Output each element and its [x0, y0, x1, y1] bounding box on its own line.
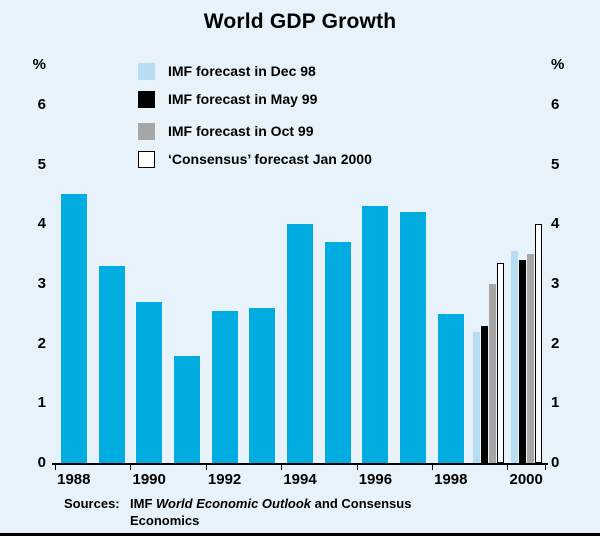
y-axis-unit-right: % — [551, 56, 565, 73]
source-text-italic: World Economic Outlook — [156, 496, 312, 511]
x-tick-label: 1996 — [358, 471, 393, 488]
y-axis-unit-left: % — [32, 56, 46, 73]
gdp-bar-1998 — [437, 313, 464, 463]
forecast-bar-1999-series-1 — [481, 325, 488, 463]
legend-swatch — [138, 150, 155, 168]
x-tick-label: 1992 — [207, 471, 242, 488]
legend-item: IMF forecast in May 99 — [138, 90, 372, 108]
x-axis-tick — [130, 465, 132, 470]
gdp-bar-1988 — [60, 194, 87, 463]
gdp-bar-1995 — [324, 242, 351, 463]
source-note: Sources: IMF World Economic Outlook and … — [64, 495, 411, 529]
gdp-bar-1991 — [173, 355, 200, 463]
y-tick-label: 6 — [551, 95, 560, 113]
x-axis-tick — [55, 465, 56, 470]
source-text: IMF World Economic Outlook and Consensus… — [130, 495, 411, 529]
gdp-bar-1997 — [400, 212, 427, 463]
y-tick-label: 0 — [37, 454, 46, 471]
legend-item: IMF forecast in Oct 99 — [138, 122, 372, 140]
gdp-bar-1989 — [98, 266, 125, 463]
forecast-bar-2000-series-0 — [510, 251, 518, 463]
gdp-bar-1992 — [211, 310, 238, 463]
x-axis-tick — [507, 465, 509, 470]
forecast-bar-2000-series-3 — [534, 224, 542, 463]
chart-title: World GDP Growth — [203, 10, 397, 33]
forecast-bar-1999-series-2 — [489, 283, 496, 463]
y-axis-right: 0 1 2 3 4 5 6 — [551, 0, 591, 536]
gdp-bar-1993 — [249, 307, 276, 463]
y-axis-left: 0 1 2 3 4 5 6 — [0, 0, 46, 536]
x-axis-tick — [205, 465, 207, 470]
legend-label: ‘Consensus’ forecast Jan 2000 — [168, 151, 372, 167]
x-tick-label: 1994 — [283, 471, 317, 488]
source-text-line2: Economics — [130, 513, 200, 528]
x-tick-label: 1990 — [132, 471, 166, 488]
y-tick-label: 0 — [551, 454, 560, 471]
legend-label: IMF forecast in Dec 98 — [168, 63, 316, 79]
forecast-bar-2000-series-1 — [518, 260, 526, 463]
legend-swatch — [138, 62, 155, 80]
x-axis-tick — [545, 465, 546, 470]
plot-area — [55, 69, 545, 463]
y-tick-label: 3 — [551, 274, 560, 292]
y-tick-label: 6 — [37, 95, 46, 113]
legend-item: IMF forecast in Dec 98 — [138, 62, 372, 80]
x-tick-label: 1998 — [434, 471, 468, 488]
bottom-border — [0, 533, 600, 536]
forecast-bar-1999-series-3 — [497, 263, 504, 463]
source-text-post: and Consensus — [311, 496, 412, 511]
x-axis-tick — [281, 465, 283, 470]
source-label: Sources: — [64, 496, 120, 511]
x-tick-label: 2000 — [509, 471, 543, 488]
x-tick-label: 1988 — [57, 471, 91, 488]
y-tick-label: 5 — [551, 155, 560, 173]
legend: IMF forecast in Dec 98 IMF forecast in Ma… — [138, 62, 372, 178]
y-tick-label: 2 — [37, 334, 46, 352]
gdp-bar-1994 — [287, 224, 313, 463]
y-tick-label: 3 — [37, 274, 46, 292]
gdp-bar-1996 — [362, 206, 389, 463]
y-tick-label: 1 — [37, 394, 46, 412]
forecast-bar-2000-series-2 — [526, 254, 534, 463]
legend-label: IMF forecast in Oct 99 — [168, 123, 314, 139]
y-tick-label: 5 — [37, 155, 46, 173]
x-axis-line — [52, 463, 548, 465]
y-tick-label: 4 — [37, 215, 46, 233]
forecast-bar-1999-series-0 — [473, 331, 480, 463]
y-tick-label: 4 — [551, 215, 560, 233]
legend-item: ‘Consensus’ forecast Jan 2000 — [138, 150, 372, 168]
source-text-pre: IMF — [130, 496, 156, 511]
x-axis-tick — [356, 465, 358, 470]
gdp-bar-1990 — [136, 301, 163, 463]
y-tick-label: 2 — [551, 334, 560, 352]
y-tick-label: 1 — [551, 394, 560, 412]
legend-label: IMF forecast in May 99 — [168, 91, 318, 107]
x-axis-tick — [431, 465, 433, 470]
legend-swatch — [138, 122, 155, 140]
legend-swatch — [138, 90, 155, 108]
